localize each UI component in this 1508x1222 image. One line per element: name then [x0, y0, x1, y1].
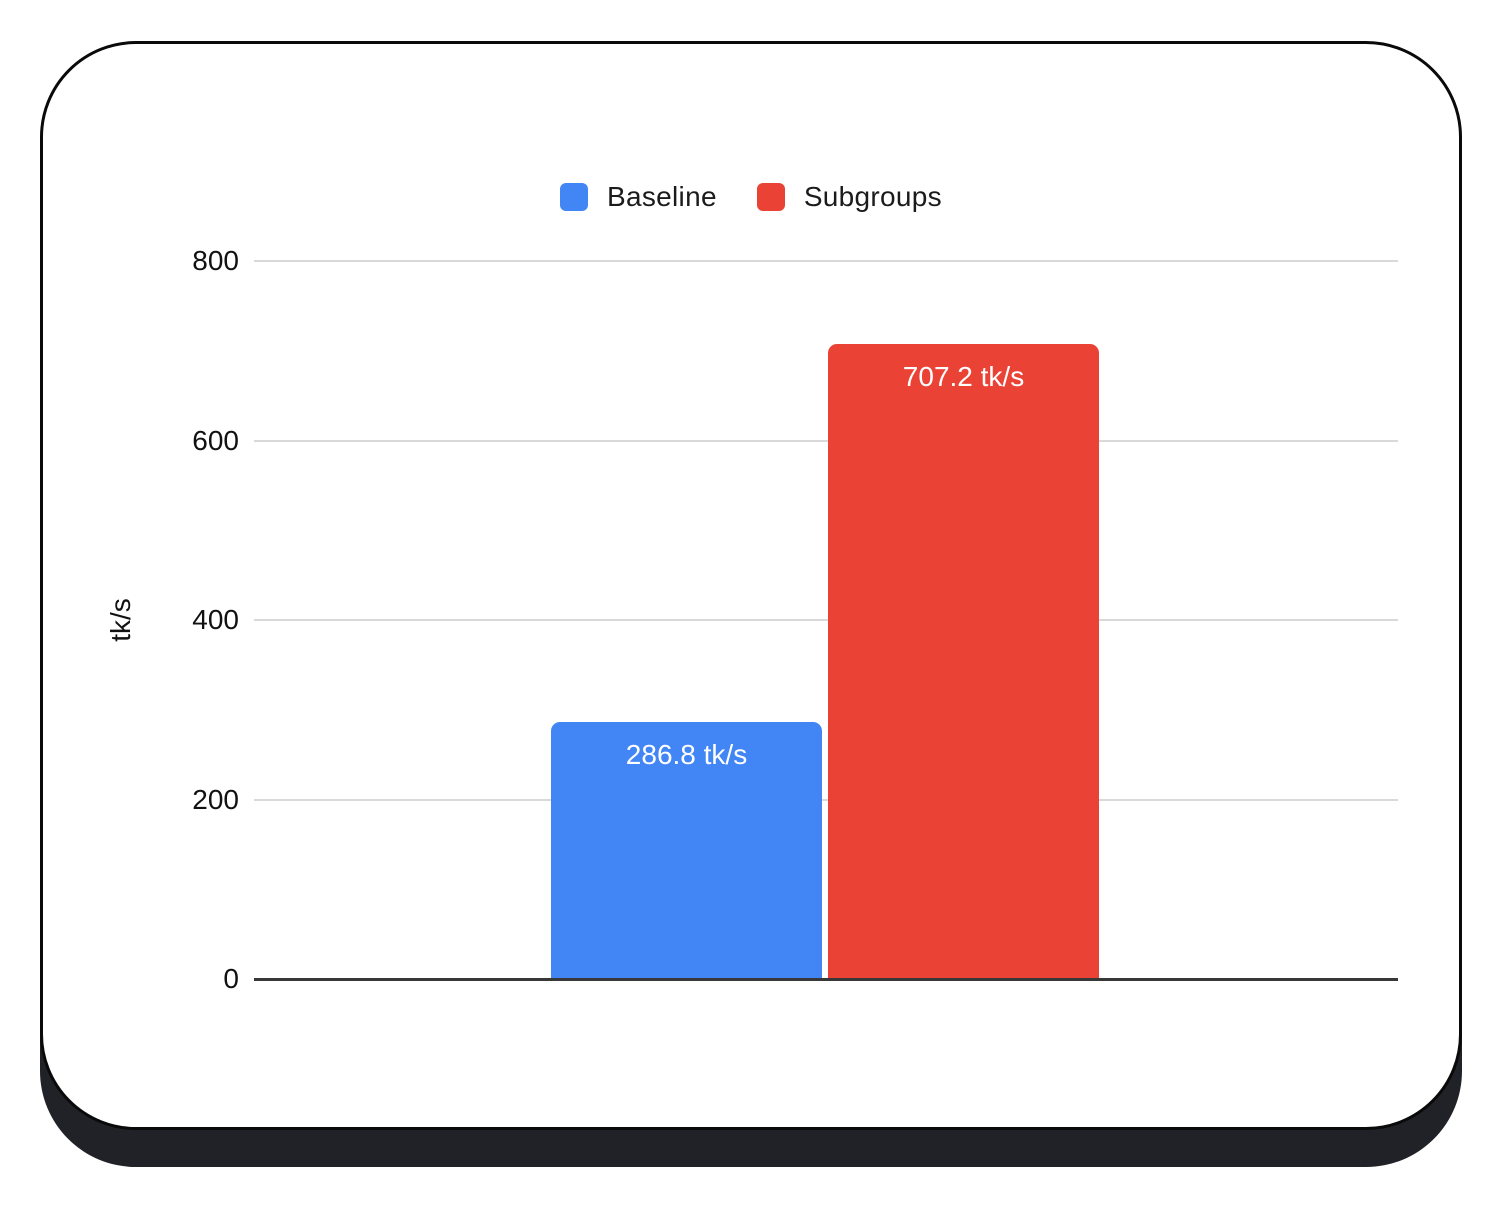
y-tick-label-600: 600	[192, 424, 239, 456]
legend-item-subgroups: Subgroups	[756, 181, 942, 213]
y-tick-label-800: 800	[192, 245, 239, 276]
chart-card: Baseline Subgroups tk/s 800 600 400	[40, 41, 1462, 1130]
legend-swatch-subgroups-icon	[756, 183, 785, 211]
bar-subgroups: 707.2 tk/s	[828, 344, 1099, 979]
legend-label-baseline: Baseline	[607, 181, 717, 212]
bar-baseline: 286.8 tk/s	[551, 721, 822, 979]
y-tick-label-0: 0	[223, 963, 239, 994]
legend-swatch-baseline-icon	[560, 183, 589, 211]
chart-legend: Baseline Subgroups	[43, 181, 1459, 213]
bar-value-label-baseline: 286.8 tk/s	[625, 738, 748, 770]
y-axis-title: tk/s	[105, 598, 136, 642]
y-tick-label-200: 200	[192, 783, 239, 815]
y-tick-label-400: 400	[192, 604, 239, 635]
plot-area: 800 600 400 200 0 286.8 tk/s	[192, 245, 1398, 994]
bar-value-label-subgroups: 707.2 tk/s	[902, 361, 1025, 393]
legend-item-baseline: Baseline	[560, 181, 717, 213]
legend-label-subgroups: Subgroups	[803, 181, 942, 212]
